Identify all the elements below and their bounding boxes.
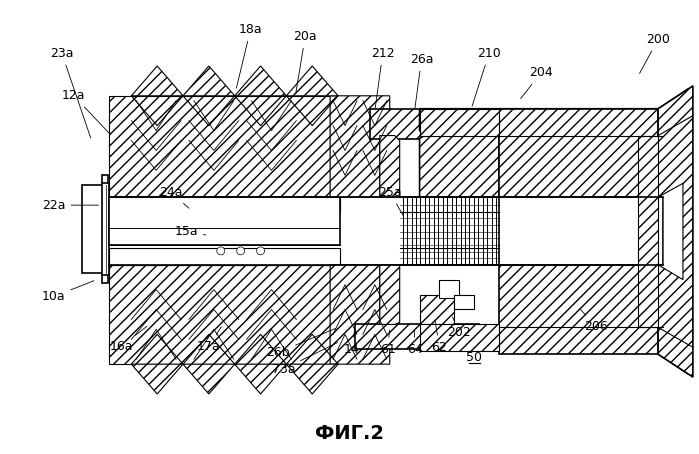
- Text: 24a: 24a: [159, 186, 189, 208]
- Polygon shape: [287, 364, 338, 394]
- Polygon shape: [82, 175, 108, 283]
- Text: 200: 200: [640, 33, 670, 74]
- Text: 15a: 15a: [174, 226, 206, 238]
- Bar: [419, 325, 499, 351]
- Polygon shape: [287, 66, 338, 96]
- Polygon shape: [419, 295, 454, 325]
- Circle shape: [237, 247, 245, 255]
- Text: 18a: 18a: [236, 23, 262, 88]
- Polygon shape: [110, 195, 340, 212]
- Polygon shape: [183, 66, 235, 96]
- Text: ФИГ.2: ФИГ.2: [315, 424, 384, 443]
- Polygon shape: [131, 364, 183, 394]
- Polygon shape: [330, 96, 390, 197]
- Text: 212: 212: [371, 47, 395, 108]
- Polygon shape: [183, 364, 235, 394]
- Bar: [440, 280, 459, 297]
- Text: 16a: 16a: [110, 326, 147, 353]
- Circle shape: [257, 247, 264, 255]
- Polygon shape: [330, 265, 390, 364]
- Text: 26b: 26b: [266, 328, 336, 359]
- Polygon shape: [110, 96, 330, 197]
- Bar: [499, 265, 658, 354]
- Text: 25a: 25a: [378, 186, 403, 216]
- Bar: [110, 197, 340, 245]
- Bar: [355, 325, 480, 349]
- Text: 62: 62: [431, 320, 447, 354]
- Polygon shape: [380, 136, 400, 197]
- Bar: [110, 248, 340, 265]
- Polygon shape: [110, 265, 330, 364]
- Text: 206: 206: [580, 310, 608, 333]
- Polygon shape: [658, 183, 683, 280]
- Polygon shape: [380, 265, 400, 325]
- Text: 14: 14: [344, 330, 360, 356]
- Text: 210: 210: [472, 47, 501, 106]
- Polygon shape: [235, 364, 287, 394]
- Text: 50: 50: [466, 347, 482, 364]
- Text: 10a: 10a: [42, 281, 94, 303]
- Polygon shape: [131, 66, 183, 96]
- Polygon shape: [658, 89, 688, 109]
- Text: 17a: 17a: [197, 327, 222, 353]
- Bar: [499, 109, 658, 198]
- Text: 22a: 22a: [42, 199, 99, 212]
- Polygon shape: [419, 109, 658, 197]
- Bar: [638, 136, 658, 327]
- Bar: [499, 197, 658, 265]
- Text: 204: 204: [521, 66, 553, 99]
- Polygon shape: [658, 86, 693, 377]
- Polygon shape: [235, 66, 287, 96]
- Bar: [454, 295, 474, 310]
- Text: 23a: 23a: [50, 47, 91, 138]
- Bar: [101, 183, 110, 275]
- Text: 12a: 12a: [62, 89, 110, 133]
- Text: 73a: 73a: [272, 342, 338, 375]
- Circle shape: [217, 247, 225, 255]
- Text: 202: 202: [447, 317, 471, 339]
- Text: 26a: 26a: [410, 53, 433, 108]
- Polygon shape: [658, 354, 688, 374]
- Bar: [370, 109, 489, 138]
- Text: 64: 64: [407, 330, 422, 356]
- Bar: [419, 109, 499, 136]
- Text: 61: 61: [380, 330, 396, 356]
- Text: 20a: 20a: [294, 30, 317, 93]
